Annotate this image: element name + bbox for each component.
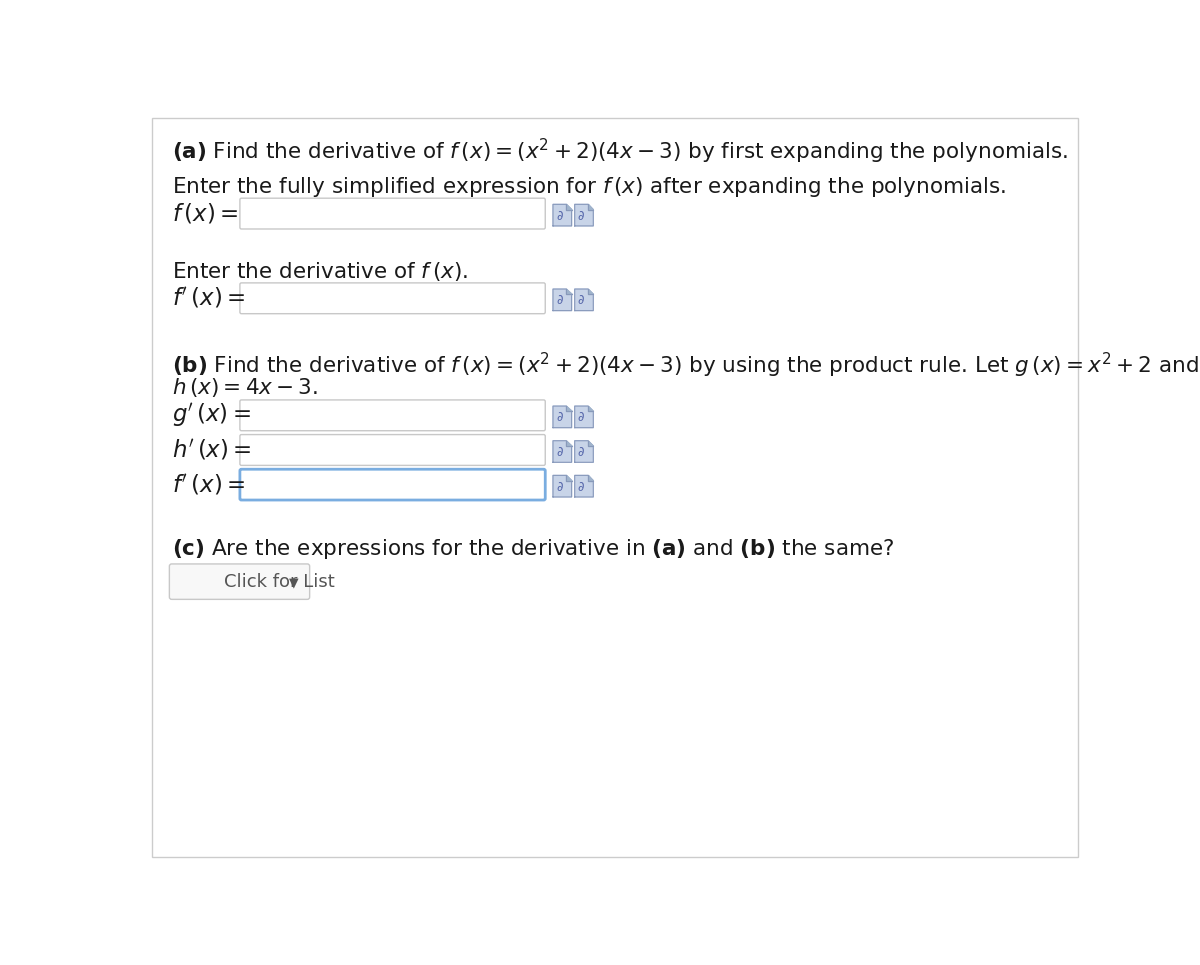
FancyBboxPatch shape <box>240 434 545 465</box>
Polygon shape <box>588 476 593 481</box>
FancyBboxPatch shape <box>152 118 1078 857</box>
Polygon shape <box>588 441 593 446</box>
Polygon shape <box>553 205 571 226</box>
Polygon shape <box>553 476 571 497</box>
Polygon shape <box>566 476 571 481</box>
FancyBboxPatch shape <box>240 400 545 430</box>
FancyBboxPatch shape <box>240 283 545 314</box>
Text: $\mathbf{(c)}$ Are the expressions for the derivative in $\mathbf{(a)}$ and $\ma: $\mathbf{(c)}$ Are the expressions for t… <box>172 537 894 561</box>
Text: $\partial$: $\partial$ <box>556 411 564 425</box>
Polygon shape <box>575 476 593 497</box>
Text: Click for List: Click for List <box>224 572 335 591</box>
Polygon shape <box>553 406 571 427</box>
FancyBboxPatch shape <box>240 469 545 500</box>
FancyBboxPatch shape <box>240 198 545 229</box>
Polygon shape <box>566 205 571 209</box>
Text: $\partial$: $\partial$ <box>556 446 564 459</box>
Polygon shape <box>566 441 571 446</box>
Polygon shape <box>588 205 593 209</box>
Text: $\partial$: $\partial$ <box>577 481 586 494</box>
Polygon shape <box>588 406 593 411</box>
Polygon shape <box>575 406 593 427</box>
Text: $\mathbf{(a)}$ Find the derivative of $f\,(x) = \left(x^2+2\right)(4x-3)$ by fir: $\mathbf{(a)}$ Find the derivative of $f… <box>172 137 1068 166</box>
Polygon shape <box>566 290 571 294</box>
Text: $\partial$: $\partial$ <box>577 446 586 459</box>
Text: $\partial$: $\partial$ <box>556 209 564 223</box>
Text: $h\,(x) = 4x-3.$: $h\,(x) = 4x-3.$ <box>172 376 318 400</box>
Text: $\partial$: $\partial$ <box>577 209 586 223</box>
Text: $\partial$: $\partial$ <box>577 294 586 308</box>
Text: $\mathbf{(b)}$ Find the derivative of $f\,(x) = \left(x^2+2\right)(4x-3)$ by usi: $\mathbf{(b)}$ Find the derivative of $f… <box>172 350 1199 380</box>
Polygon shape <box>575 441 593 462</box>
Text: $g'\,(x) =$: $g'\,(x) =$ <box>172 402 251 430</box>
Text: $f'\,(x) =$: $f'\,(x) =$ <box>172 286 245 311</box>
Text: ▼: ▼ <box>288 576 298 589</box>
Text: $\partial$: $\partial$ <box>577 411 586 425</box>
Polygon shape <box>588 290 593 294</box>
Polygon shape <box>553 290 571 311</box>
Polygon shape <box>553 441 571 462</box>
Polygon shape <box>575 290 593 311</box>
Text: $f\,(x) =$: $f\,(x) =$ <box>172 202 238 226</box>
Polygon shape <box>566 406 571 411</box>
Text: Enter the derivative of $f\,(x)$.: Enter the derivative of $f\,(x)$. <box>172 260 468 283</box>
Text: $f'\,(x) =$: $f'\,(x) =$ <box>172 473 245 498</box>
Polygon shape <box>575 205 593 226</box>
Text: $h'\,(x) =$: $h'\,(x) =$ <box>172 438 251 463</box>
Text: $\partial$: $\partial$ <box>556 481 564 494</box>
FancyBboxPatch shape <box>169 564 310 599</box>
Text: Enter the fully simplified expression for $f\,(x)$ after expanding the polynomia: Enter the fully simplified expression fo… <box>172 175 1006 199</box>
Text: $\partial$: $\partial$ <box>556 294 564 308</box>
